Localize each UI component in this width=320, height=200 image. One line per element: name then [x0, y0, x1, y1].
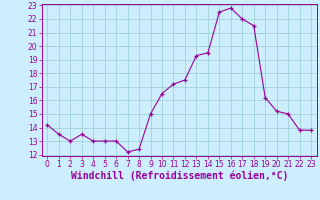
X-axis label: Windchill (Refroidissement éolien,°C): Windchill (Refroidissement éolien,°C) — [70, 171, 288, 181]
